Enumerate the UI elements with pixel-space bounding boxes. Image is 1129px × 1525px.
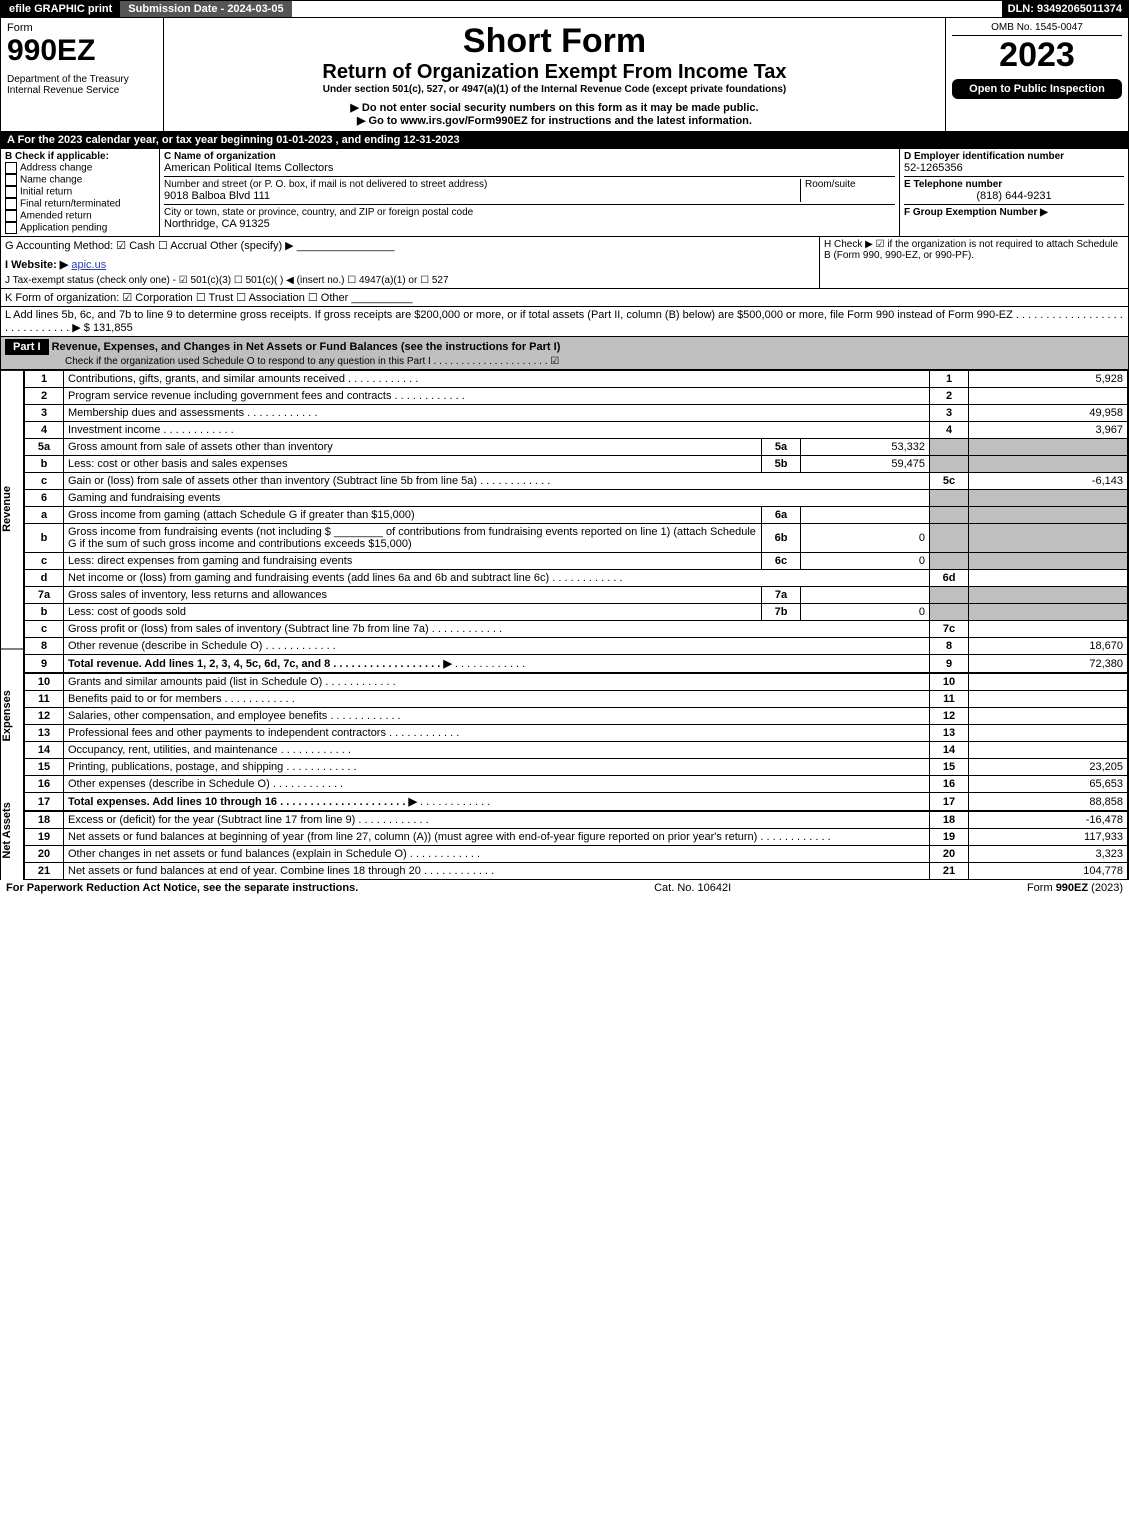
dln-label: DLN: 93492065011374: [1002, 1, 1128, 17]
gh-row: G Accounting Method: ☑ Cash ☐ Accrual Ot…: [0, 237, 1129, 289]
line-18: 18Excess or (deficit) for the year (Subt…: [25, 812, 1128, 829]
netassets-side-label: Net Assets: [1, 782, 23, 880]
line-8: 8Other revenue (describe in Schedule O) …: [25, 638, 1128, 655]
city-label: City or town, state or province, country…: [164, 207, 895, 218]
telephone: (818) 644-9231: [904, 190, 1124, 202]
line-k-row: K Form of organization: ☑ Corporation ☐ …: [0, 289, 1129, 307]
e-label: E Telephone number: [904, 179, 1124, 190]
tax-year: 2023: [952, 36, 1122, 75]
line-b: bLess: cost or other basis and sales exp…: [25, 456, 1128, 473]
expenses-side-label: Expenses: [1, 648, 23, 782]
bullet-link: ▶ Go to www.irs.gov/Form990EZ for instru…: [170, 114, 939, 127]
inspection-box: Open to Public Inspection: [952, 79, 1122, 99]
line-6: 6Gaming and fundraising events: [25, 490, 1128, 507]
line-c: cGross profit or (loss) from sales of in…: [25, 621, 1128, 638]
line-12: 12Salaries, other compensation, and empl…: [25, 708, 1128, 725]
line-13: 13Professional fees and other payments t…: [25, 725, 1128, 742]
efile-label[interactable]: efile GRAPHIC print: [1, 1, 120, 17]
subtitle: Under section 501(c), 527, or 4947(a)(1)…: [170, 84, 939, 95]
line-15: 15Printing, publications, postage, and s…: [25, 759, 1128, 776]
line-l-row: L Add lines 5b, 6c, and 7b to line 9 to …: [0, 307, 1129, 337]
part-i-header: Part I Revenue, Expenses, and Changes in…: [0, 337, 1129, 370]
line-c: cGain or (loss) from sale of assets othe…: [25, 473, 1128, 490]
room-label: Room/suite: [805, 179, 895, 190]
street-label: Number and street (or P. O. box, if mail…: [164, 179, 800, 190]
expenses-table: 10Grants and similar amounts paid (list …: [24, 673, 1128, 811]
checkbox-address-change[interactable]: Address change: [5, 162, 155, 174]
department: Department of the Treasury Internal Reve…: [7, 74, 157, 96]
line-9: 9Total revenue. Add lines 1, 2, 3, 4, 5c…: [25, 655, 1128, 673]
footer-right: Form 990EZ (2023): [1027, 882, 1123, 894]
c-name-label: C Name of organization: [164, 151, 895, 162]
part-i-check: Check if the organization used Schedule …: [65, 356, 559, 367]
line-l-amount: 131,855: [93, 322, 133, 334]
line-11: 11Benefits paid to or for members . . . …: [25, 691, 1128, 708]
org-name: American Political Items Collectors: [164, 162, 895, 174]
line-21: 21Net assets or fund balances at end of …: [25, 863, 1128, 880]
part-i-label: Part I: [5, 339, 49, 355]
line-5a: 5aGross amount from sale of assets other…: [25, 439, 1128, 456]
line-h: H Check ▶ ☑ if the organization is not r…: [824, 239, 1124, 261]
line-i-label: I Website: ▶: [5, 259, 68, 271]
line-16: 16Other expenses (describe in Schedule O…: [25, 776, 1128, 793]
checkbox-name-change[interactable]: Name change: [5, 174, 155, 186]
line-c: cLess: direct expenses from gaming and f…: [25, 553, 1128, 570]
checkbox-final-return-terminated[interactable]: Final return/terminated: [5, 198, 155, 210]
line-1: 1Contributions, gifts, grants, and simil…: [25, 371, 1128, 388]
line-l-text: L Add lines 5b, 6c, and 7b to line 9 to …: [5, 309, 1123, 334]
line-j: J Tax-exempt status (check only one) - ☑…: [5, 275, 815, 286]
line-17: 17Total expenses. Add lines 10 through 1…: [25, 793, 1128, 811]
website-link[interactable]: apic.us: [71, 259, 106, 271]
line-a: aGross income from gaming (attach Schedu…: [25, 507, 1128, 524]
revenue-table: 1Contributions, gifts, grants, and simil…: [24, 370, 1128, 673]
omb-number: OMB No. 1545-0047: [952, 22, 1122, 36]
return-title: Return of Organization Exempt From Incom…: [170, 61, 939, 84]
checkbox-amended-return[interactable]: Amended return: [5, 210, 155, 222]
revenue-side-label: Revenue: [1, 370, 23, 648]
street: 9018 Balboa Blvd 111: [164, 190, 800, 202]
submission-date: Submission Date - 2024-03-05: [120, 1, 291, 17]
footer-mid: Cat. No. 10642I: [654, 882, 731, 894]
line-g: G Accounting Method: ☑ Cash ☐ Accrual Ot…: [5, 239, 815, 252]
form-label: Form: [7, 22, 157, 34]
line-a: A For the 2023 calendar year, or tax yea…: [0, 132, 1129, 149]
line-k: K Form of organization: ☑ Corporation ☐ …: [1, 289, 1128, 306]
line-d: dNet income or (loss) from gaming and fu…: [25, 570, 1128, 587]
line-14: 14Occupancy, rent, utilities, and mainte…: [25, 742, 1128, 759]
page-footer: For Paperwork Reduction Act Notice, see …: [0, 880, 1129, 896]
checkbox-application-pending[interactable]: Application pending: [5, 222, 155, 234]
f-label: F Group Exemption Number ▶: [904, 207, 1124, 218]
checkbox-initial-return[interactable]: Initial return: [5, 186, 155, 198]
line-19: 19Net assets or fund balances at beginni…: [25, 829, 1128, 846]
line-b: bGross income from fundraising events (n…: [25, 524, 1128, 553]
line-3: 3Membership dues and assessments . . . .…: [25, 405, 1128, 422]
d-label: D Employer identification number: [904, 151, 1124, 162]
title-block: Form 990EZ Department of the Treasury In…: [0, 18, 1129, 132]
header-bar: efile GRAPHIC print Submission Date - 20…: [0, 0, 1129, 18]
line-2: 2Program service revenue including gover…: [25, 388, 1128, 405]
form-number: 990EZ: [7, 34, 157, 68]
line-10: 10Grants and similar amounts paid (list …: [25, 674, 1128, 691]
line-4: 4Investment income . . . . . . . . . . .…: [25, 422, 1128, 439]
footer-left: For Paperwork Reduction Act Notice, see …: [6, 882, 358, 894]
line-b: bLess: cost of goods sold7b0: [25, 604, 1128, 621]
short-form-title: Short Form: [170, 22, 939, 61]
line-7a: 7aGross sales of inventory, less returns…: [25, 587, 1128, 604]
line-20: 20Other changes in net assets or fund ba…: [25, 846, 1128, 863]
entity-info-row: B Check if applicable: Address changeNam…: [0, 149, 1129, 237]
city: Northridge, CA 91325: [164, 218, 895, 230]
section-b-label: B Check if applicable:: [5, 151, 155, 162]
part-i-title: Revenue, Expenses, and Changes in Net As…: [52, 341, 561, 353]
bullet-ssn: ▶ Do not enter social security numbers o…: [170, 101, 939, 114]
netassets-table: 18Excess or (deficit) for the year (Subt…: [24, 811, 1128, 880]
ein: 52-1265356: [904, 162, 1124, 174]
